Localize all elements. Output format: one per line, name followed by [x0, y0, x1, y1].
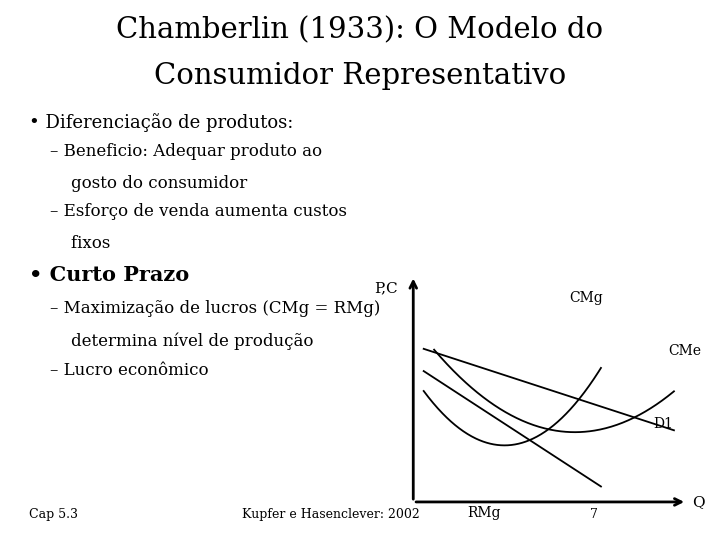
Text: fixos: fixos — [50, 235, 111, 252]
Text: – Lucro econômico: – Lucro econômico — [50, 362, 209, 379]
Text: • Curto Prazo: • Curto Prazo — [29, 265, 189, 285]
Text: – Maximização de lucros (CMg = RMg): – Maximização de lucros (CMg = RMg) — [50, 300, 381, 316]
Text: gosto do consumidor: gosto do consumidor — [50, 176, 248, 192]
Text: 7: 7 — [590, 508, 598, 521]
Text: determina nível de produção: determina nível de produção — [50, 332, 314, 349]
Text: Consumidor Representativo: Consumidor Representativo — [154, 62, 566, 90]
Text: – Esforço de venda aumenta custos: – Esforço de venda aumenta custos — [50, 202, 347, 219]
Text: Chamberlin (1933): O Modelo do: Chamberlin (1933): O Modelo do — [117, 16, 603, 44]
Text: D1: D1 — [653, 417, 673, 431]
Text: Kupfer e Hasenclever: 2002: Kupfer e Hasenclever: 2002 — [243, 508, 420, 521]
Text: – Beneficio: Adequar produto ao: – Beneficio: Adequar produto ao — [50, 143, 323, 160]
Text: • Diferenciação de produtos:: • Diferenciação de produtos: — [29, 113, 293, 132]
Text: Cap 5.3: Cap 5.3 — [29, 508, 78, 521]
Text: P,C: P,C — [374, 281, 397, 295]
Text: CMe: CMe — [669, 344, 702, 358]
Text: CMg: CMg — [570, 291, 603, 305]
Text: RMg: RMg — [467, 506, 500, 519]
Text: Q: Q — [692, 495, 705, 509]
